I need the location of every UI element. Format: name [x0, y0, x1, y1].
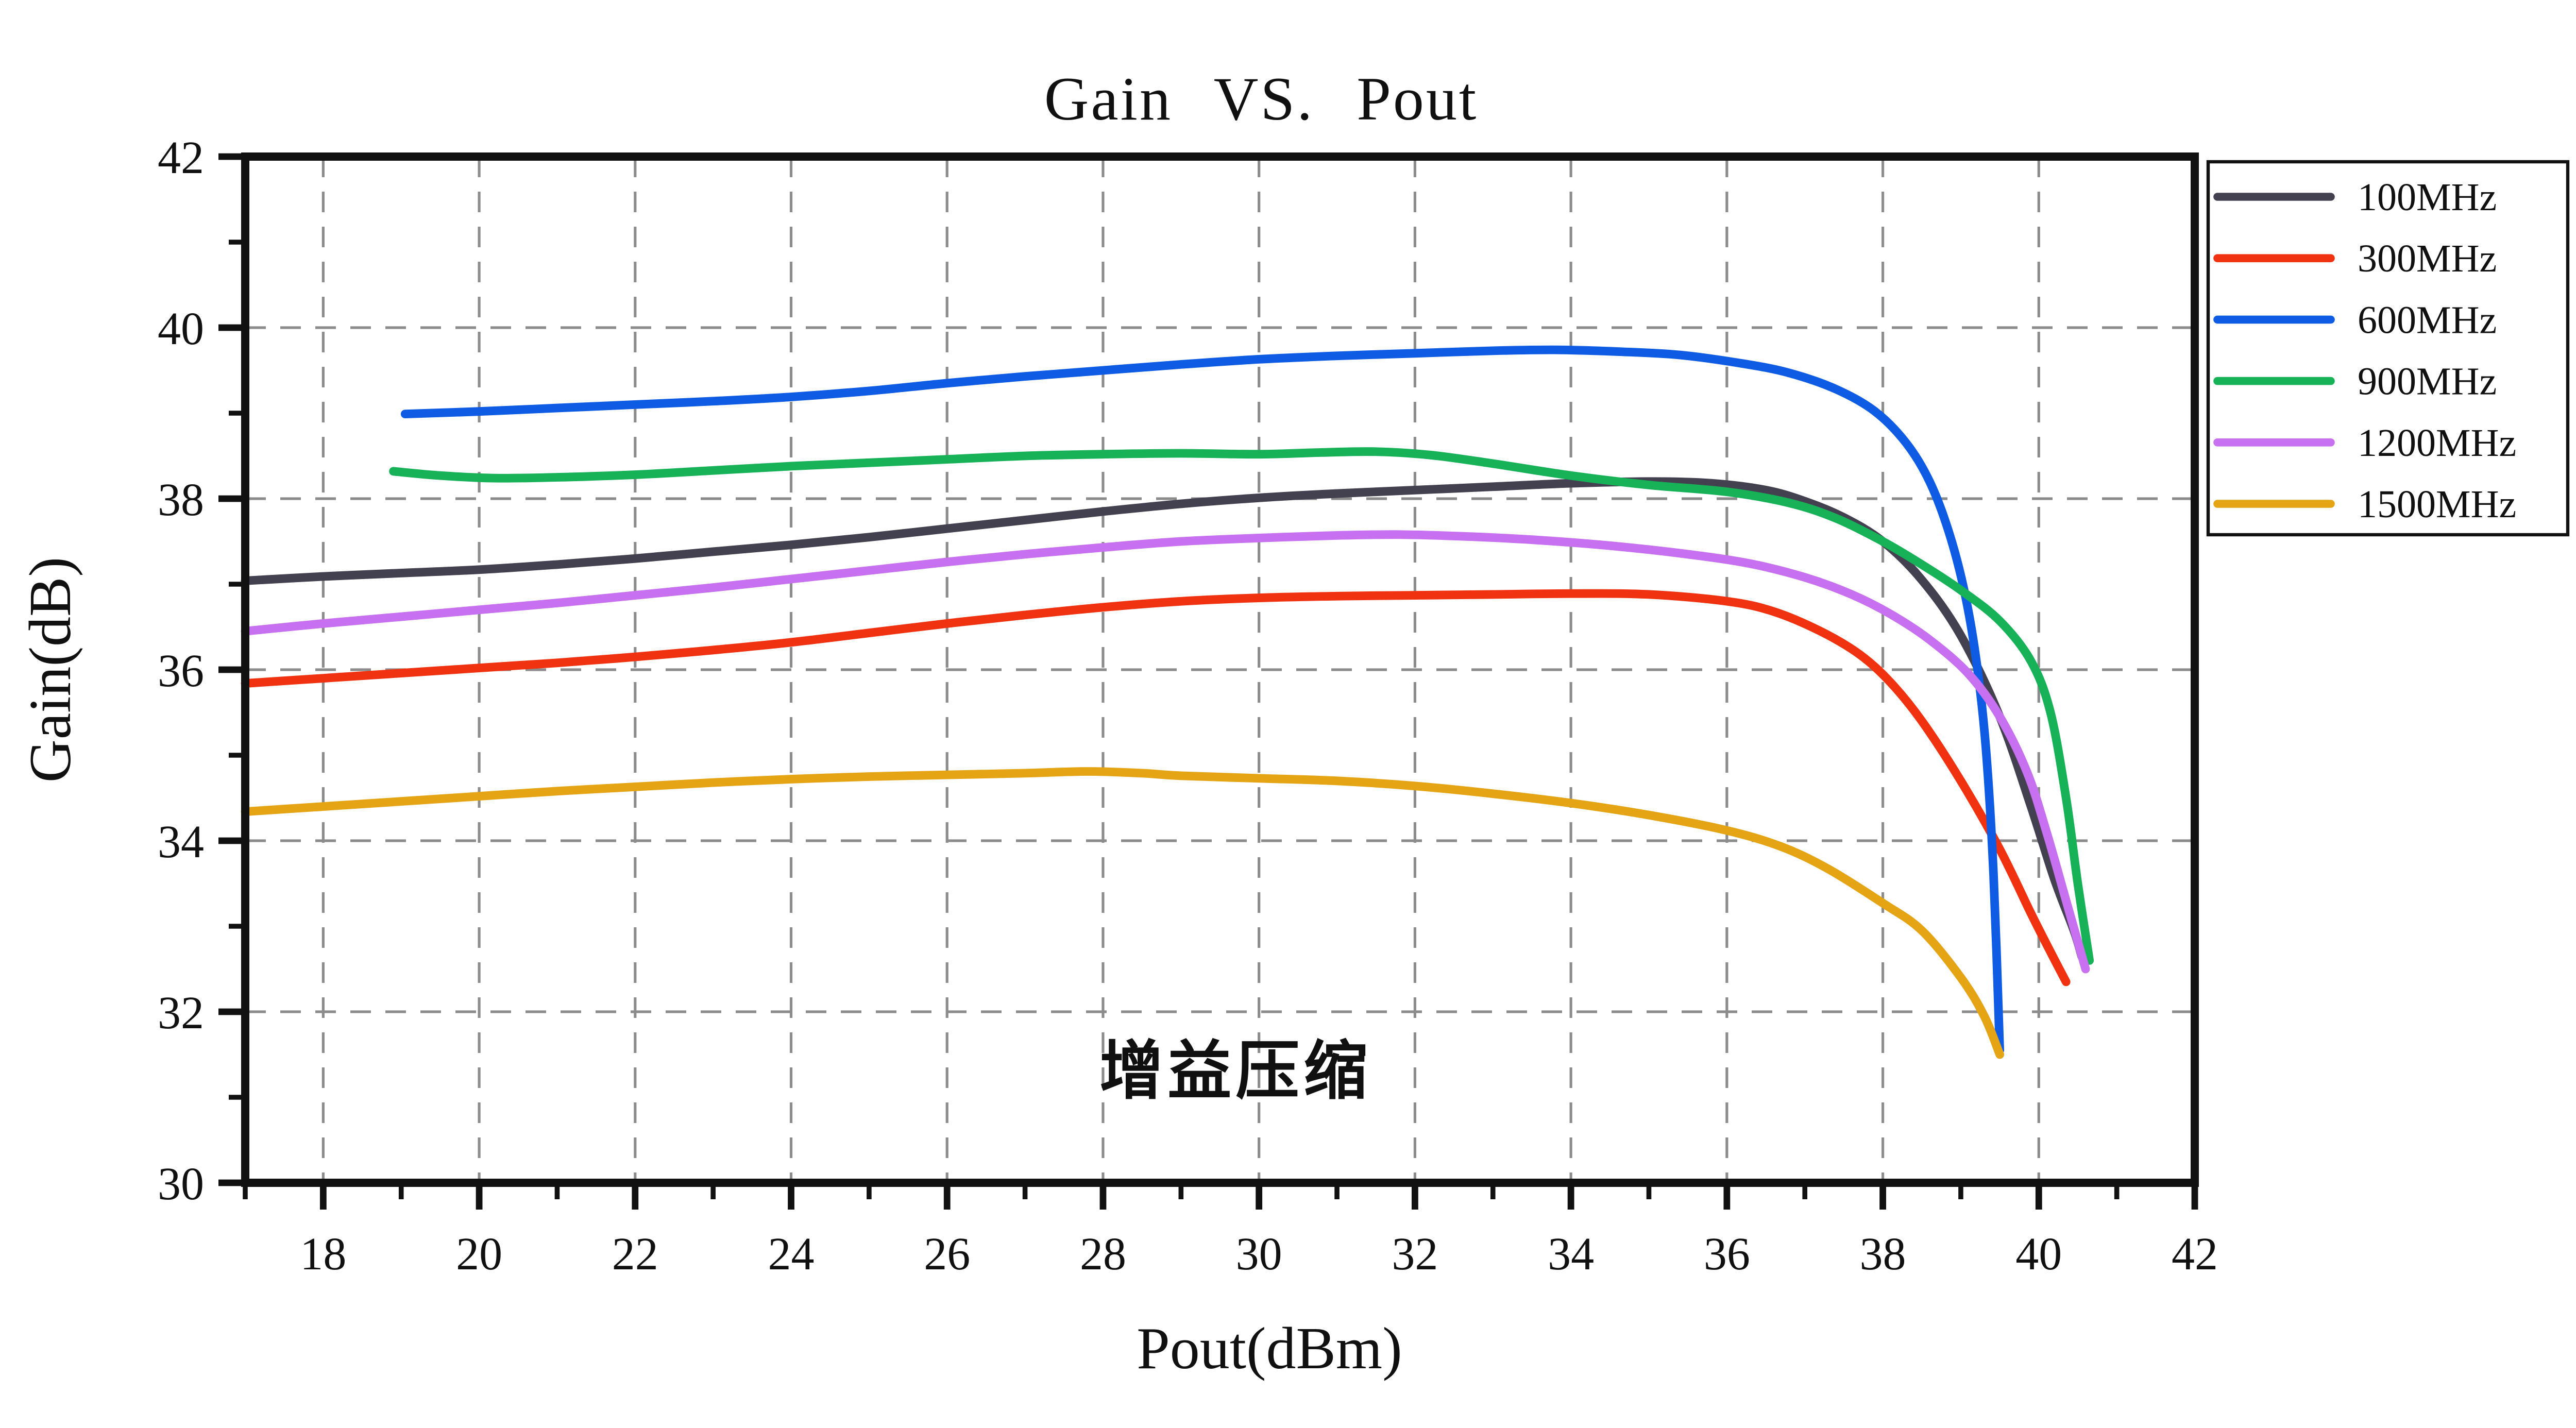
x-tick-label-40: 40 [2015, 1229, 2062, 1280]
x-axis-label: Pout(dBm) [1137, 1316, 1402, 1382]
x-tick-label-32: 32 [1392, 1229, 1438, 1280]
legend-label-1200mhz: 1200MHz [2358, 421, 2516, 465]
y-axis-label: Gain(dB) [18, 557, 83, 783]
x-tick-label-38: 38 [1860, 1229, 1906, 1280]
plot-border [241, 152, 2199, 1187]
x-tick-label-28: 28 [1080, 1229, 1126, 1280]
x-tick-label-34: 34 [1548, 1229, 1594, 1280]
y-tick-label-36: 36 [158, 645, 204, 696]
curve-1200mhz [241, 530, 2090, 974]
legend-label-100mhz: 100MHz [2358, 176, 2497, 219]
legend-label-300mhz: 300MHz [2358, 237, 2497, 280]
series-curves [241, 345, 2094, 1059]
y-tick-label-40: 40 [158, 303, 204, 354]
x-tick-label-20: 20 [456, 1229, 502, 1280]
x-tick-label-36: 36 [1704, 1229, 1750, 1280]
x-tick-label-24: 24 [768, 1229, 815, 1280]
y-tick-label-32: 32 [158, 988, 204, 1039]
x-tick-label-42: 42 [2172, 1229, 2218, 1280]
legend-box [2206, 160, 2570, 537]
x-tick-label-18: 18 [300, 1229, 346, 1280]
legend: 100MHz 300MHz 600MHz 900MHz 1200MHz 1500MHz [2206, 160, 2570, 537]
x-tick-label-26: 26 [924, 1229, 970, 1280]
legend-label-1500mhz: 1500MHz [2358, 483, 2516, 526]
curve-900mhz [389, 447, 2094, 965]
x-tick-label-22: 22 [612, 1229, 658, 1280]
curve-1500mhz [241, 767, 2004, 1059]
gridlines [245, 157, 2195, 1183]
y-tick-label-42: 42 [158, 132, 204, 183]
legend-label-900mhz: 900MHz [2358, 360, 2497, 403]
x-tick-label-30: 30 [1236, 1229, 1282, 1280]
legend-label-600mhz: 600MHz [2358, 298, 2497, 342]
chart-title: Gain VS. Pout [1044, 64, 1479, 133]
tick-labels: 18 20 22 24 26 28 30 32 34 36 38 40 42 30 32 34 36 38 40 42 [158, 132, 2218, 1280]
curve-100mhz [241, 477, 2086, 961]
gain-compression-annotation: 增益压缩 [1099, 1036, 1371, 1107]
y-tick-label-30: 30 [158, 1159, 204, 1210]
y-tick-label-38: 38 [158, 474, 204, 525]
axes [218, 152, 2199, 1210]
y-tick-label-34: 34 [158, 817, 204, 868]
curve-300mhz [241, 589, 2071, 987]
